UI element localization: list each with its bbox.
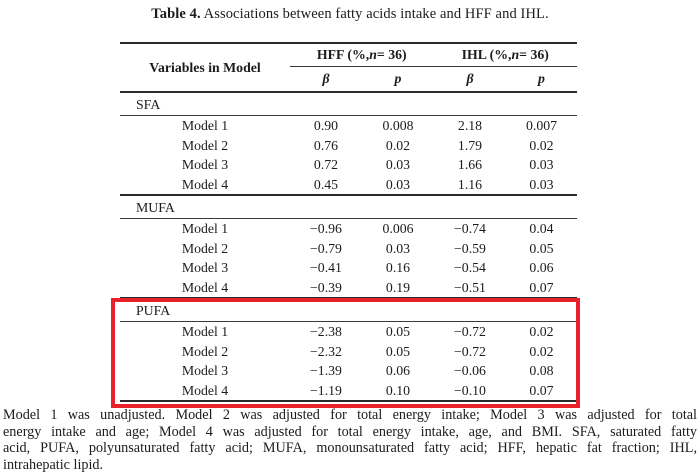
value-hff-beta: 0.72 xyxy=(313,157,339,172)
row-label: Model 1 xyxy=(181,324,229,339)
value-hff-p: 0.006 xyxy=(382,221,414,236)
value-ihl-beta: −0.74 xyxy=(454,221,486,236)
value-ihl-beta: 2.18 xyxy=(457,118,483,133)
value-ihl-p: 0.03 xyxy=(529,176,554,192)
value-ihl-beta: −0.72 xyxy=(454,343,486,359)
value-hff-beta: −2.32 xyxy=(310,343,342,359)
footnote-line: intrahepatic lipid. xyxy=(3,456,104,473)
value-hff-beta: −0.39 xyxy=(310,279,342,295)
table-row: Model 2 −2.32 0.05 −0.72 0.02 xyxy=(120,342,577,362)
footnote-line: Model 1 was unadjusted. Model 2 was adju… xyxy=(3,407,697,423)
table-row: Model 3 0.72 0.03 1.66 0.03 xyxy=(120,155,577,175)
row-label: Model 1 xyxy=(181,118,229,133)
value-ihl-p: 0.04 xyxy=(529,221,554,236)
value-ihl-p: 0.02 xyxy=(529,324,554,339)
value-hff-beta: −0.41 xyxy=(310,260,342,275)
value-ihl-beta: −0.59 xyxy=(454,240,486,256)
table-footnote: Model 1 was unadjusted. Model 2 was adju… xyxy=(3,407,697,473)
value-hff-beta: −0.96 xyxy=(310,221,342,236)
value-hff-beta: 0.45 xyxy=(313,176,339,192)
value-hff-beta: −1.19 xyxy=(310,382,342,398)
row-label: Model 3 xyxy=(181,363,229,378)
value-ihl-p: 0.07 xyxy=(529,279,554,295)
value-ihl-p: 0.05 xyxy=(529,240,554,256)
row-label: Model 1 xyxy=(181,221,229,236)
table-row: Model 3 −0.41 0.16 −0.54 0.06 xyxy=(120,258,577,278)
value-ihl-p: 0.03 xyxy=(529,157,554,172)
value-ihl-beta: −0.10 xyxy=(454,382,486,398)
value-hff-beta: −1.39 xyxy=(310,363,342,378)
value-ihl-p: 0.07 xyxy=(529,382,554,398)
value-hff-p: 0.03 xyxy=(385,157,411,172)
table-row: Model 4 −0.39 0.19 −0.51 0.07 xyxy=(120,278,577,298)
table-row: Model 4 0.45 0.03 1.16 0.03 xyxy=(120,175,577,195)
subheader-p-hff: p xyxy=(394,71,402,86)
section-name-mufa: MUFA xyxy=(120,196,577,219)
row-label: Model 3 xyxy=(181,260,229,275)
value-hff-p: 0.05 xyxy=(385,324,411,339)
value-ihl-beta: −0.72 xyxy=(454,324,486,339)
value-hff-beta: −2.38 xyxy=(310,324,342,339)
data-table: Variables in Model HFF (%, n = 36) IHL (… xyxy=(120,42,577,402)
value-hff-p: 0.03 xyxy=(385,176,411,192)
section-mufa: MUFA Model 1 −0.96 0.006 −0.74 0.04 Mode… xyxy=(120,196,577,299)
value-ihl-beta: 1.16 xyxy=(457,176,483,192)
section-pufa: PUFA Model 1 −2.38 0.05 −0.72 0.02 Model… xyxy=(120,299,577,402)
group-header-hff: HFF (%, n = 36) xyxy=(316,47,407,62)
row-label: Model 4 xyxy=(181,382,229,398)
section-sfa: SFA Model 1 0.90 0.008 2.18 0.007 Model … xyxy=(120,93,577,196)
value-ihl-beta: −0.54 xyxy=(454,260,486,275)
value-ihl-p: 0.02 xyxy=(529,137,554,153)
value-hff-p: 0.008 xyxy=(382,118,414,133)
row-label: Model 2 xyxy=(181,240,229,256)
table-row: Model 1 −2.38 0.05 −0.72 0.02 xyxy=(120,322,577,342)
value-hff-p: 0.19 xyxy=(385,279,411,295)
value-ihl-beta: 1.66 xyxy=(457,157,483,172)
table-row: Model 2 −0.79 0.03 −0.59 0.05 xyxy=(120,239,577,259)
row-label: Model 4 xyxy=(181,176,229,192)
group-header-ihl: IHL (%, n = 36) xyxy=(461,47,549,62)
value-hff-beta: −0.79 xyxy=(310,240,342,256)
subheader-beta-ihl: β xyxy=(466,71,474,86)
value-hff-beta: 0.90 xyxy=(313,118,339,133)
value-hff-p: 0.05 xyxy=(385,343,411,359)
value-ihl-p: 0.08 xyxy=(529,363,554,378)
table-row: Model 2 0.76 0.02 1.79 0.02 xyxy=(120,136,577,156)
table-row: Model 1 0.90 0.008 2.18 0.007 xyxy=(120,116,577,136)
value-ihl-beta: −0.06 xyxy=(454,363,486,378)
value-hff-p: 0.10 xyxy=(385,382,411,398)
column-header-variables: Variables in Model xyxy=(149,59,261,75)
value-ihl-p: 0.06 xyxy=(529,260,554,275)
row-label: Model 2 xyxy=(181,343,229,359)
group-header-row: HFF (%, n = 36) IHL (%, n = 36) xyxy=(290,44,577,67)
subheader-beta-hff: β xyxy=(322,71,330,86)
table-caption-label: Table 4. xyxy=(151,6,201,22)
table-caption: Table 4. Associations between fatty acid… xyxy=(0,6,700,23)
footnote-line: acid, PUFA, polyunsaturated fatty acid; … xyxy=(3,440,697,457)
table-caption-text: Associations between fatty acids intake … xyxy=(203,6,549,22)
subheader-row: β p β p xyxy=(290,67,577,91)
table-row: Model 3 −1.39 0.06 −0.06 0.08 xyxy=(120,361,577,381)
subheader-p-ihl: p xyxy=(538,71,545,86)
value-hff-p: 0.03 xyxy=(385,240,411,256)
row-label: Model 2 xyxy=(181,137,229,153)
row-label: Model 3 xyxy=(181,157,229,172)
table-row: Model 1 −0.96 0.006 −0.74 0.04 xyxy=(120,219,577,239)
table-row: Model 4 −1.19 0.10 −0.10 0.07 xyxy=(120,381,577,401)
section-name-sfa: SFA xyxy=(120,93,577,116)
value-hff-beta: 0.76 xyxy=(313,137,339,153)
value-hff-p: 0.16 xyxy=(385,260,411,275)
value-ihl-p: 0.007 xyxy=(525,118,558,133)
value-hff-p: 0.06 xyxy=(385,363,411,378)
value-ihl-beta: −0.51 xyxy=(454,279,486,295)
value-ihl-beta: 1.79 xyxy=(457,137,483,153)
row-label: Model 4 xyxy=(181,279,229,295)
section-name-pufa: PUFA xyxy=(120,299,577,322)
footnote-line: energy intake and age; Model 4 was adjus… xyxy=(3,423,697,440)
table-header: Variables in Model HFF (%, n = 36) IHL (… xyxy=(120,44,577,93)
value-hff-p: 0.02 xyxy=(385,137,411,153)
value-ihl-p: 0.02 xyxy=(529,343,554,359)
